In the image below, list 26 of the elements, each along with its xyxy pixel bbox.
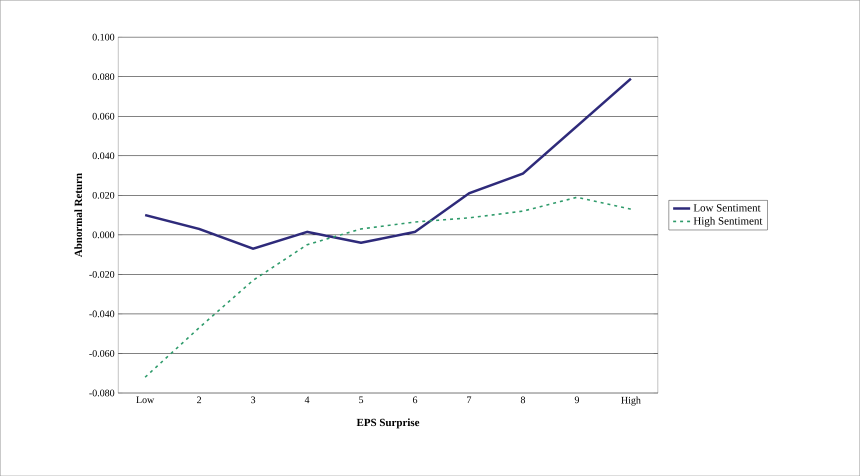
y-tick-label: 0.000 bbox=[92, 231, 114, 238]
x-tick-label: Low bbox=[136, 396, 154, 404]
y-tick-label: -0.080 bbox=[89, 390, 114, 396]
x-tick-label: 8 bbox=[520, 396, 526, 404]
line-series bbox=[144, 77, 632, 250]
y-tick-label: 0.100 bbox=[92, 34, 114, 40]
legend-label: Low Sentiment bbox=[694, 204, 761, 212]
x-tick-label: 4 bbox=[304, 396, 310, 404]
y-tick-label: -0.040 bbox=[89, 310, 114, 318]
legend-label: High Sentiment bbox=[694, 216, 762, 227]
x-axis-title: EPS Surprise bbox=[356, 418, 420, 428]
y-tick-label: 0.060 bbox=[92, 112, 114, 120]
y-axis-title: Abnormal Return bbox=[74, 173, 82, 258]
x-tick-label: 2 bbox=[197, 396, 202, 404]
y-tick-label: -0.060 bbox=[89, 350, 114, 357]
x-tick-label: 7 bbox=[467, 396, 472, 403]
x-tick-label: 9 bbox=[574, 396, 580, 404]
x-tick-label: 6 bbox=[412, 396, 418, 404]
x-tick-label: 3 bbox=[251, 396, 256, 404]
line-series bbox=[144, 196, 632, 378]
y-tick-label: 0.020 bbox=[92, 192, 114, 199]
y-tick-label: 0.040 bbox=[92, 152, 114, 160]
x-tick-label: 5 bbox=[359, 396, 364, 404]
y-tick-label: -0.020 bbox=[89, 270, 114, 278]
y-tick-label: 0.080 bbox=[92, 73, 114, 80]
x-tick-label: High bbox=[621, 396, 641, 406]
